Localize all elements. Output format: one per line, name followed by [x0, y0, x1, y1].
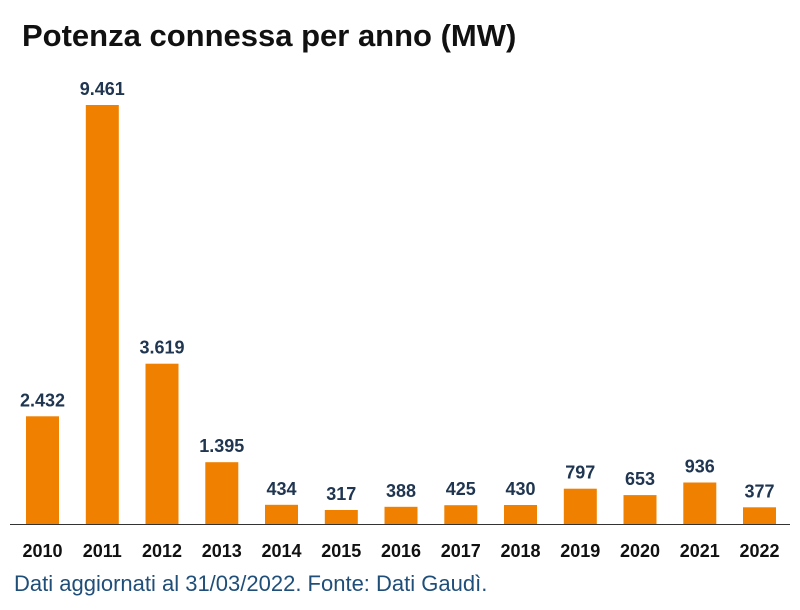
x-tick-label-2021: 2021 — [680, 541, 720, 561]
x-tick-label-2014: 2014 — [261, 541, 301, 561]
value-label-2021: 936 — [685, 457, 715, 477]
value-label-2012: 3.619 — [139, 338, 184, 358]
x-tick-label-2020: 2020 — [620, 541, 660, 561]
bar-2010 — [26, 416, 59, 524]
value-label-2010: 2.432 — [20, 390, 65, 410]
value-label-2020: 653 — [625, 469, 655, 489]
x-tick-labels-group: 2010 2011 2012 2013 2014 2015 2016 2017 2018 2019… — [22, 541, 779, 561]
bar-2012 — [145, 363, 179, 524]
bar-2017 — [444, 505, 478, 524]
x-tick-label-2015: 2015 — [321, 541, 361, 561]
value-label-2016: 388 — [386, 481, 416, 501]
value-label-2019: 797 — [565, 463, 595, 483]
value-label-2015: 317 — [326, 484, 356, 504]
bar-2011 — [85, 105, 119, 524]
value-labels-group: 2.432 9.461 3.619 1.395 434 317 388 425 430 797 65… — [20, 79, 775, 504]
value-label-2022: 377 — [744, 481, 774, 501]
bar-2019 — [563, 488, 597, 524]
bar-2014 — [265, 504, 298, 524]
bar-2018 — [504, 505, 537, 524]
x-tick-label-2016: 2016 — [381, 541, 421, 561]
value-label-2011: 9.461 — [80, 79, 125, 99]
bar-2021 — [683, 482, 717, 524]
bar-2022 — [743, 507, 776, 524]
bar-2020 — [623, 495, 657, 524]
x-tick-label-2019: 2019 — [560, 541, 600, 561]
x-tick-label-2010: 2010 — [22, 541, 62, 561]
bar-2015 — [324, 510, 358, 524]
x-tick-label-2022: 2022 — [739, 541, 779, 561]
source-note: Dati aggiornati al 31/03/2022. Fonte: Da… — [14, 571, 488, 596]
x-tick-label-2012: 2012 — [142, 541, 182, 561]
value-label-2014: 434 — [266, 479, 296, 499]
x-tick-label-2017: 2017 — [441, 541, 481, 561]
value-label-2013: 1.395 — [199, 436, 244, 456]
bar-2013 — [205, 462, 239, 524]
x-tick-label-2013: 2013 — [202, 541, 242, 561]
x-tick-label-2018: 2018 — [500, 541, 540, 561]
value-label-2018: 430 — [505, 479, 535, 499]
bars-group — [26, 105, 776, 524]
chart-title: Potenza connessa per anno (MW) — [22, 18, 517, 53]
value-label-2017: 425 — [446, 479, 476, 499]
x-tick-label-2011: 2011 — [83, 541, 122, 561]
bar-2016 — [384, 506, 418, 524]
